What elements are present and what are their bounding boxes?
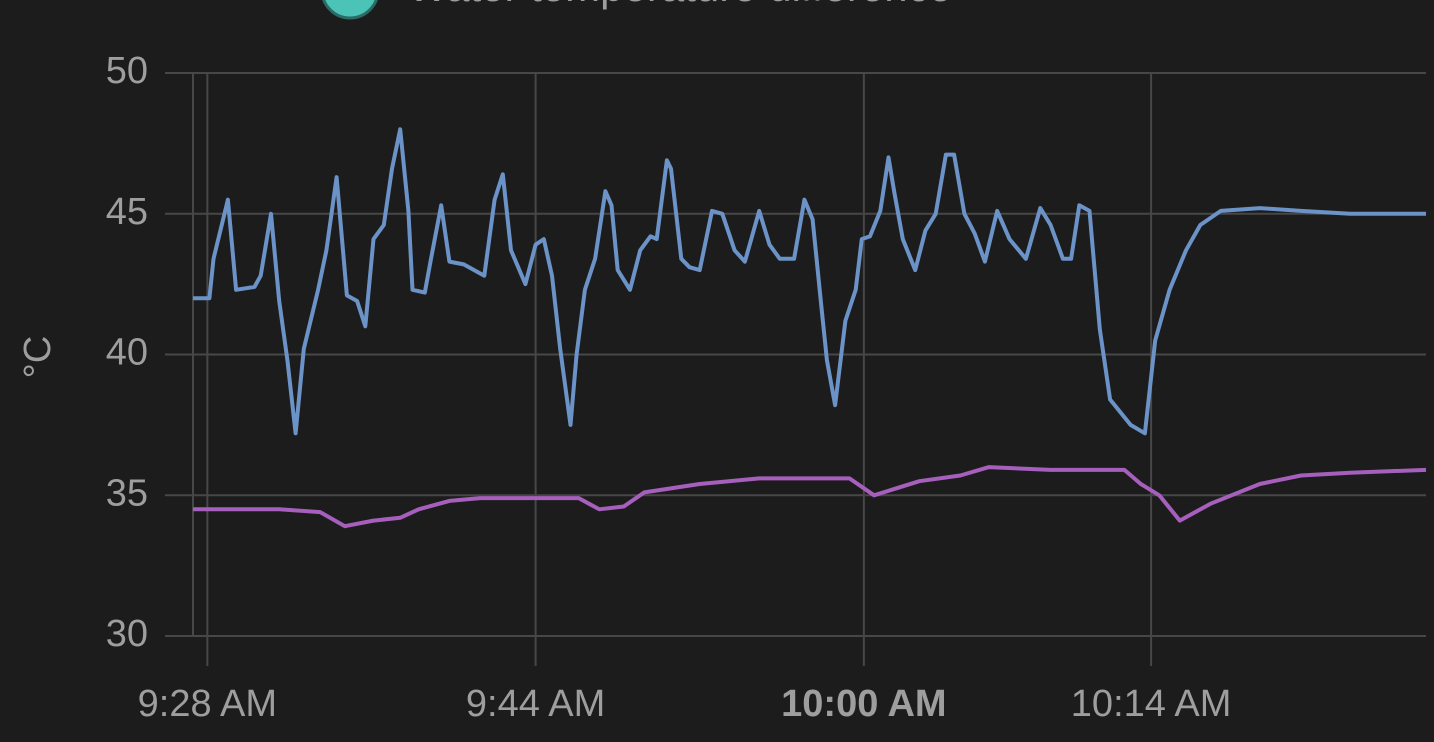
x-tick-label: 9:28 AM <box>138 683 277 725</box>
y-tick-label: 50 <box>106 50 148 92</box>
y-tick-label: 35 <box>106 472 148 514</box>
legend-swatch <box>322 0 378 20</box>
y-axis-label: °C <box>17 336 59 379</box>
x-tick-label: 10:00 AM <box>781 683 946 725</box>
series-line <box>193 127 1426 436</box>
x-tick-label: 10:14 AM <box>1071 683 1232 725</box>
x-tick-label: 9:44 AM <box>466 683 605 725</box>
y-tick-label: 45 <box>106 191 148 233</box>
legend-label: Water temperature difference <box>408 0 952 10</box>
series-line <box>193 465 1427 529</box>
y-tick-label: 30 <box>106 613 148 655</box>
y-tick-label: 40 <box>106 332 148 374</box>
